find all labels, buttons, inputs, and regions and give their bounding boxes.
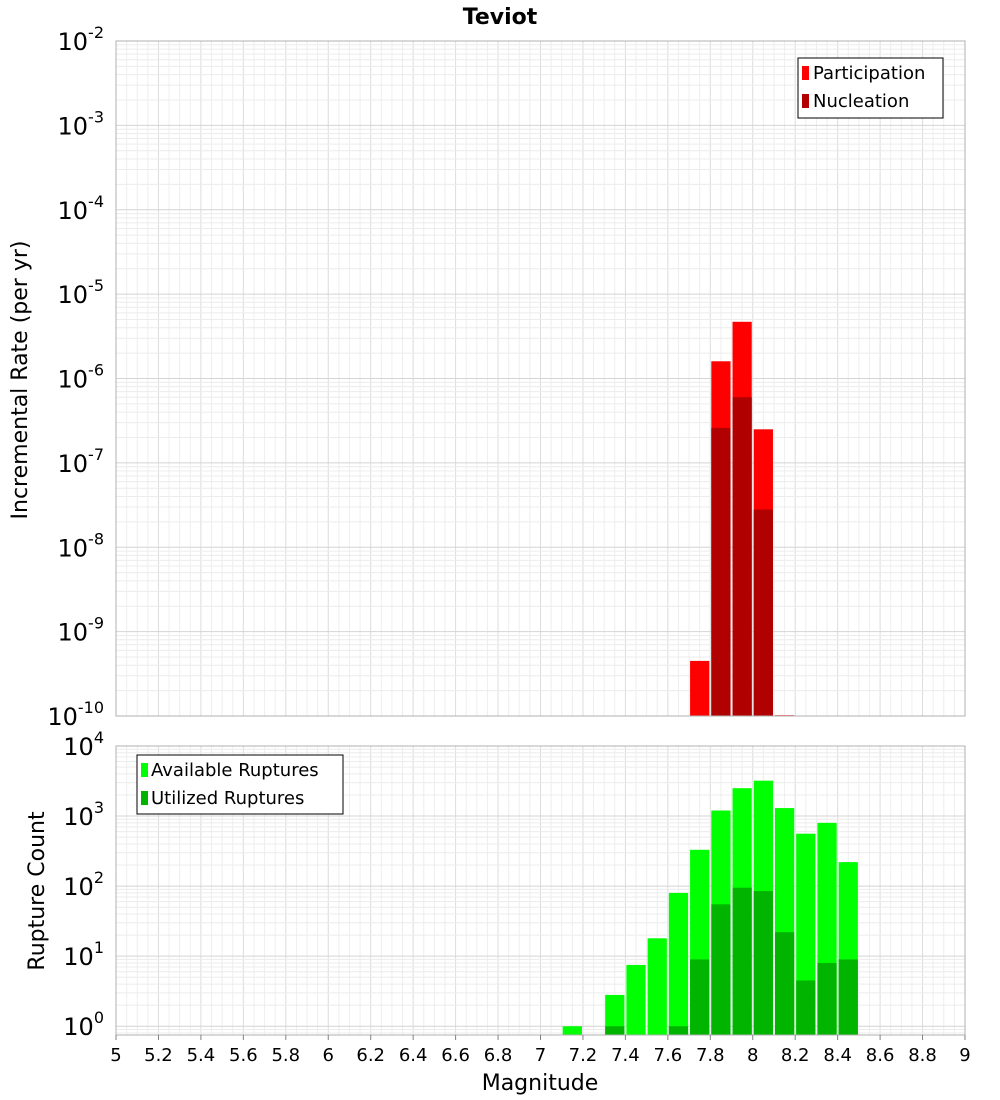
x-tick-label: 7.4 bbox=[611, 1045, 640, 1066]
bottom-bar-utilized-ruptures bbox=[690, 959, 710, 1035]
x-tick-label: 7.2 bbox=[569, 1045, 598, 1066]
bottom-bar-available-ruptures bbox=[605, 994, 625, 1035]
top-y-tick-label: 10-2 bbox=[58, 23, 105, 56]
legend-swatch-available bbox=[141, 763, 148, 777]
x-tick-label: 8 bbox=[747, 1045, 758, 1066]
top-y-tick-label: 10-3 bbox=[58, 107, 105, 140]
bottom-bar-utilized-ruptures bbox=[817, 962, 837, 1035]
top-bar-nucleation bbox=[711, 427, 731, 716]
x-tick-label: 5.4 bbox=[187, 1045, 216, 1066]
bottom-bar-available-ruptures bbox=[668, 892, 689, 1035]
x-tick-label: 7 bbox=[535, 1045, 546, 1066]
bottom-bar-utilized-ruptures bbox=[753, 891, 773, 1035]
bottom-bar-available-ruptures bbox=[626, 964, 646, 1035]
bottom-y-axis-label: Rupture Count bbox=[25, 811, 50, 971]
top-bars bbox=[690, 321, 795, 716]
x-axis-label: Magnitude bbox=[482, 1071, 599, 1096]
bottom-bar-available-ruptures bbox=[647, 938, 667, 1035]
top-y-tick-label: 10-7 bbox=[58, 445, 105, 478]
legend-swatch-participation bbox=[802, 66, 809, 80]
bottom-plot: 100 101 102 103 104 5 5.2 5.4 5.6 5.8 6 6.2 6.4 6.6 6… bbox=[25, 728, 971, 1096]
x-tick-label: 7.8 bbox=[696, 1045, 725, 1066]
bottom-y-tick-label: 100 bbox=[63, 1008, 104, 1041]
x-tick-label: 6.4 bbox=[399, 1045, 428, 1066]
x-tick-label: 5.2 bbox=[144, 1045, 173, 1066]
top-grid bbox=[115, 40, 966, 717]
top-y-tick-label: 10-10 bbox=[47, 698, 104, 731]
bottom-bar-utilized-ruptures bbox=[732, 887, 752, 1035]
x-tick-label: 9 bbox=[959, 1045, 970, 1066]
top-plot: 10-10 10-9 10-8 10-7 10-6 10-5 10-4 10-3 10-2 In… bbox=[8, 23, 966, 731]
x-tick-label: 8.2 bbox=[781, 1045, 810, 1066]
legend-swatch-utilized bbox=[141, 791, 148, 805]
legend-swatch-nucleation bbox=[802, 94, 809, 108]
bottom-y-tick-label: 103 bbox=[63, 798, 104, 831]
top-bar-nucleation bbox=[732, 397, 752, 716]
bottom-bar-utilized-ruptures bbox=[796, 980, 816, 1035]
bottom-bar-utilized-ruptures bbox=[838, 959, 858, 1035]
top-bar-nucleation bbox=[753, 509, 773, 716]
top-y-tick-label: 10-9 bbox=[58, 614, 105, 647]
legend-label-nucleation: Nucleation bbox=[813, 91, 909, 112]
x-tick-label: 5 bbox=[110, 1045, 121, 1066]
bottom-legend: Available Ruptures Utilized Ruptures bbox=[136, 754, 344, 815]
x-tick-label: 8.8 bbox=[908, 1045, 937, 1066]
top-y-tick-label: 10-5 bbox=[58, 276, 105, 309]
top-plot-border bbox=[115, 40, 966, 717]
x-tick-label: 6.2 bbox=[356, 1045, 385, 1066]
top-y-ticks: 10-10 10-9 10-8 10-7 10-6 10-5 10-4 10-3 10-2 bbox=[47, 23, 104, 731]
top-y-tick-label: 10-6 bbox=[58, 361, 105, 394]
bottom-x-ticks: 5 5.2 5.4 5.6 5.8 6 6.2 6.4 6.6 6.8 7 7.2 7.4 7.6 7.8 8… bbox=[110, 1035, 971, 1066]
bottom-y-ticks: 100 101 102 103 104 bbox=[63, 728, 104, 1041]
bottom-bar-utilized-ruptures bbox=[774, 932, 795, 1035]
bottom-y-tick-label: 102 bbox=[63, 868, 104, 901]
top-bar-participation bbox=[690, 660, 710, 716]
top-y-tick-label: 10-8 bbox=[58, 529, 105, 562]
bottom-bars bbox=[562, 780, 858, 1035]
x-tick-label: 6.6 bbox=[441, 1045, 470, 1066]
bottom-y-tick-label: 104 bbox=[63, 728, 104, 761]
top-legend-box bbox=[797, 57, 944, 119]
bottom-legend-box bbox=[136, 754, 344, 815]
bottom-bar-utilized-ruptures bbox=[605, 1026, 625, 1035]
x-tick-label: 8.4 bbox=[823, 1045, 852, 1066]
top-legend: Participation Nucleation bbox=[797, 57, 944, 119]
bottom-bar-available-ruptures bbox=[562, 1026, 582, 1035]
legend-label-available: Available Ruptures bbox=[151, 760, 319, 781]
bottom-y-tick-label: 101 bbox=[63, 938, 104, 971]
bottom-bar-utilized-ruptures bbox=[711, 904, 731, 1035]
top-y-tick-label: 10-4 bbox=[58, 192, 105, 225]
x-tick-label: 5.6 bbox=[229, 1045, 258, 1066]
x-tick-label: 8.6 bbox=[866, 1045, 895, 1066]
bottom-bar-utilized-ruptures bbox=[668, 1026, 689, 1035]
x-tick-label: 6 bbox=[323, 1045, 334, 1066]
x-tick-label: 5.8 bbox=[271, 1045, 300, 1066]
x-tick-label: 7.6 bbox=[654, 1045, 683, 1066]
chart-title: Teviot bbox=[463, 5, 538, 30]
legend-label-utilized: Utilized Ruptures bbox=[151, 788, 304, 809]
x-tick-label: 6.8 bbox=[484, 1045, 513, 1066]
top-y-axis-label: Incremental Rate (per yr) bbox=[8, 241, 33, 520]
legend-label-participation: Participation bbox=[813, 63, 925, 84]
